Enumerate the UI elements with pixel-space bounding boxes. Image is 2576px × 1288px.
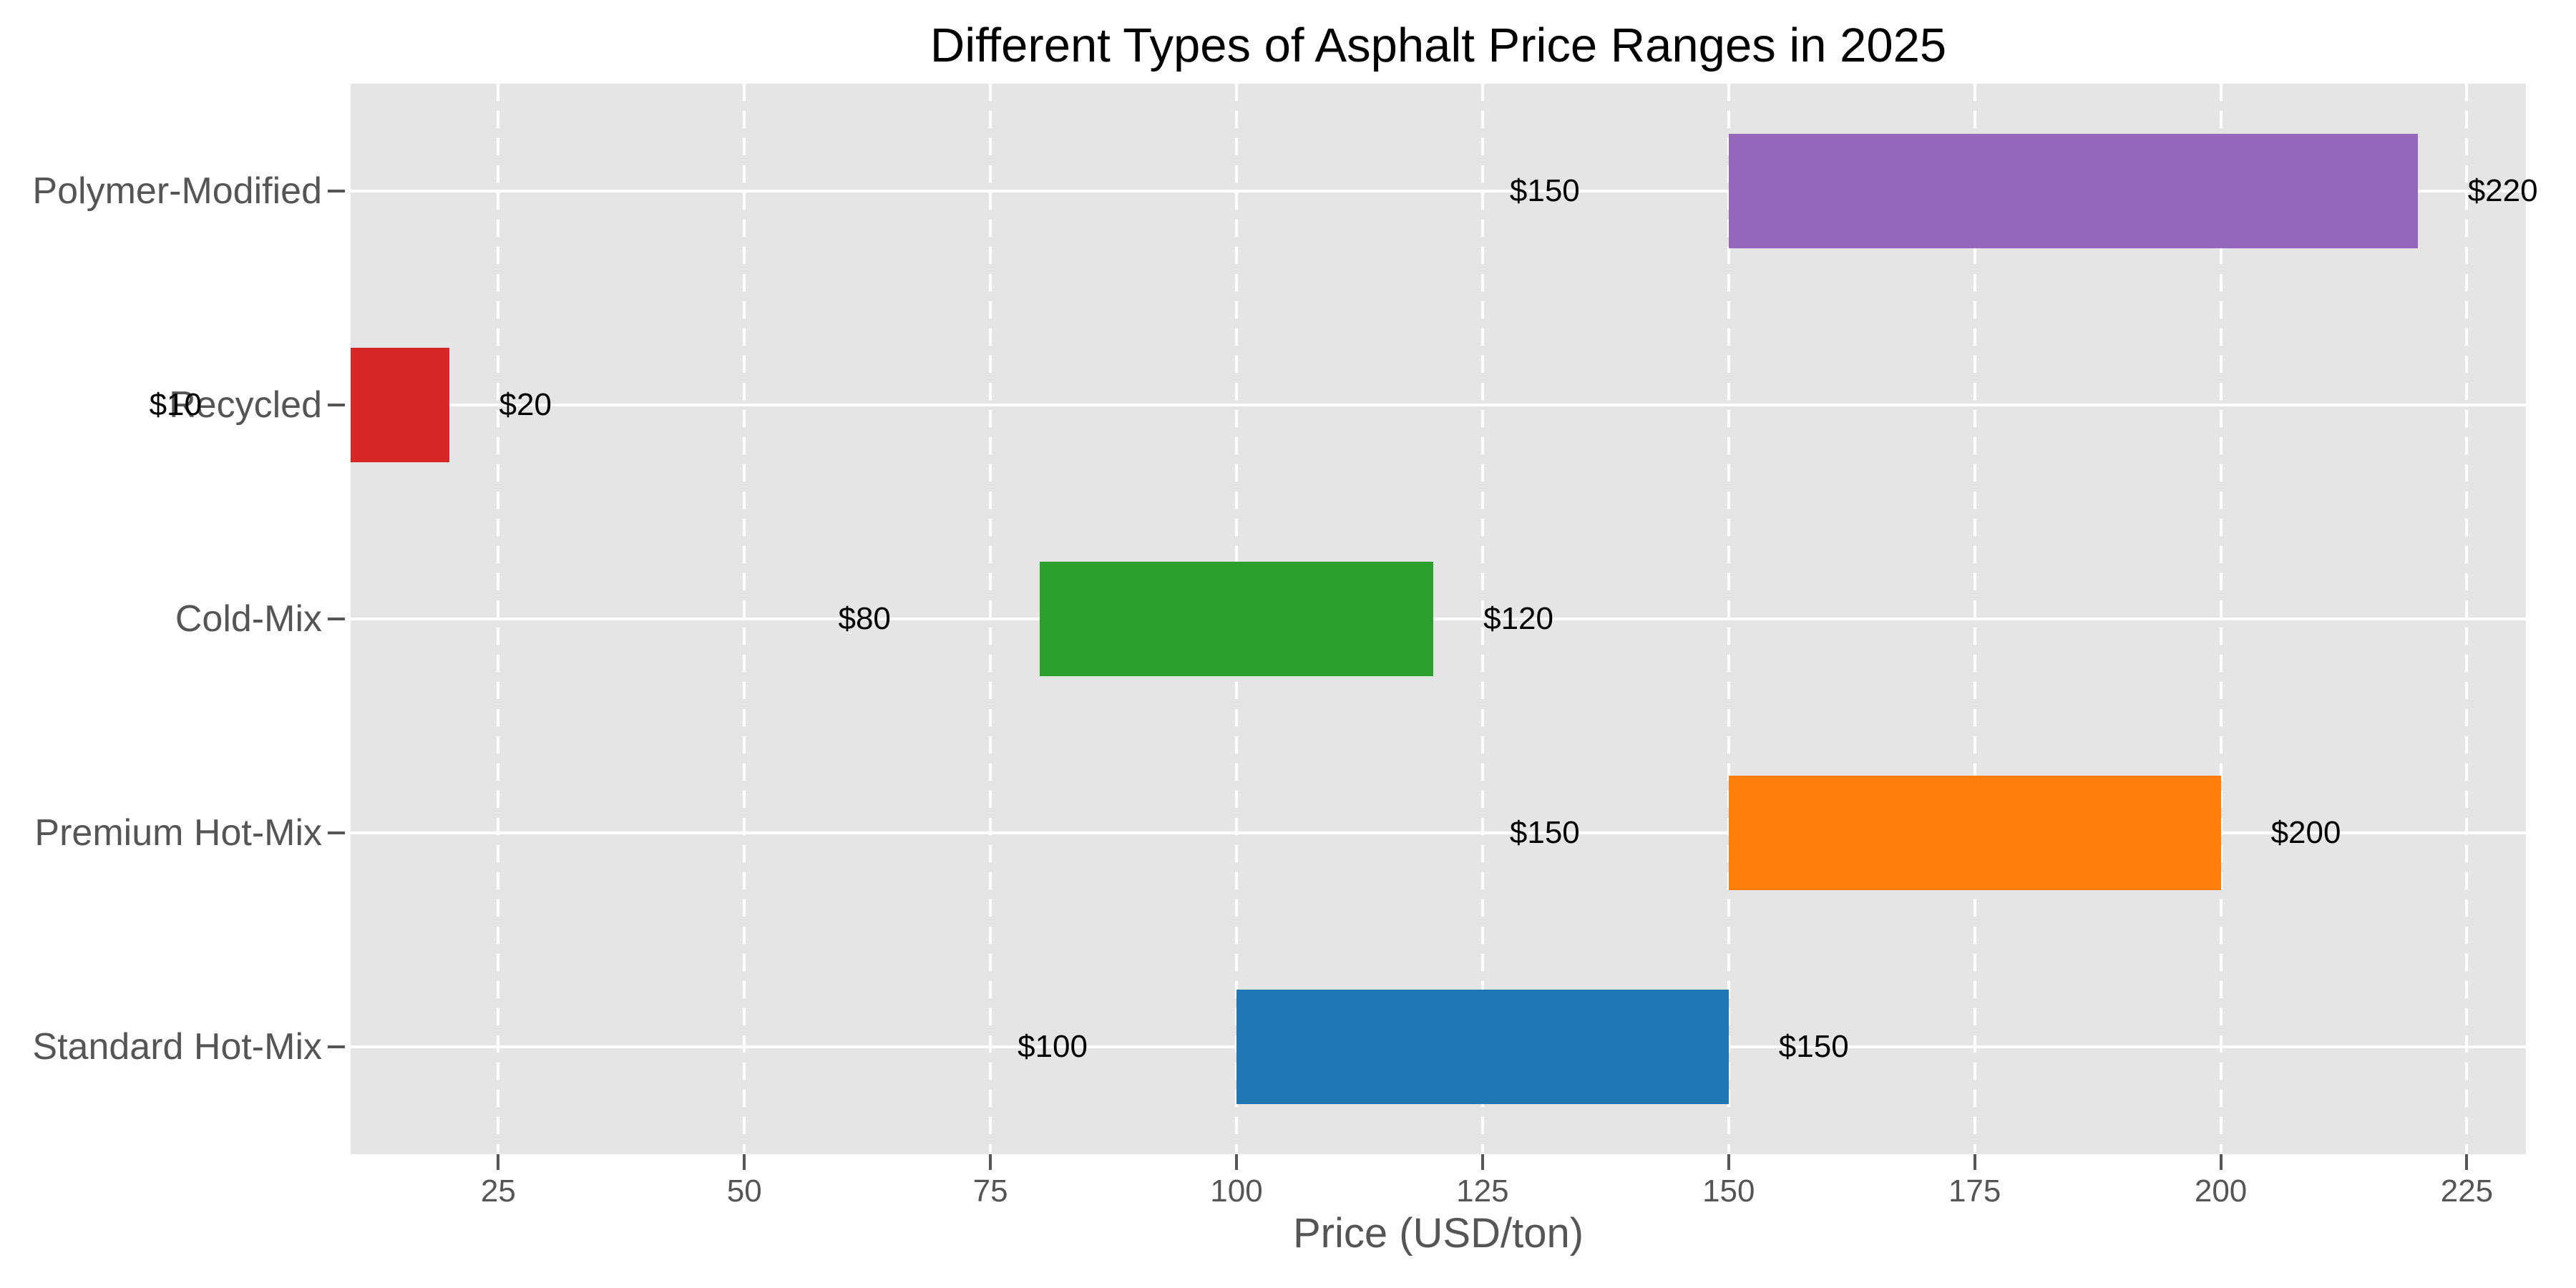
vertical-gridline-75 bbox=[989, 84, 992, 1154]
x-tick-75 bbox=[989, 1154, 992, 1170]
y-tick-cold-mix bbox=[328, 618, 345, 620]
x-tick-label-125: 125 bbox=[1456, 1174, 1509, 1209]
horizontal-gridline-cold-mix bbox=[351, 618, 2526, 620]
low-value-label-polymer-modified: $150 bbox=[1509, 172, 1580, 208]
bar-polymer-modified bbox=[1728, 133, 2418, 248]
category-label-recycled: Recycled bbox=[169, 384, 322, 426]
category-label-premium-hot-mix: Premium Hot-Mix bbox=[34, 812, 322, 854]
vertical-gridline-200 bbox=[2219, 84, 2223, 1154]
x-tick-225 bbox=[2465, 1154, 2469, 1170]
low-value-label-standard-hot-mix: $100 bbox=[1018, 1029, 1088, 1065]
category-label-standard-hot-mix: Standard Hot-Mix bbox=[32, 1026, 322, 1068]
bar-cold-mix bbox=[1039, 562, 1434, 676]
y-tick-recycled bbox=[328, 403, 345, 406]
bar-recycled bbox=[351, 347, 449, 462]
x-tick-label-50: 50 bbox=[726, 1174, 762, 1209]
x-tick-50 bbox=[743, 1154, 746, 1170]
high-value-label-premium-hot-mix: $200 bbox=[2270, 815, 2341, 851]
high-value-label-standard-hot-mix: $150 bbox=[1778, 1029, 1849, 1065]
high-value-label-polymer-modified: $220 bbox=[2467, 172, 2538, 208]
x-tick-125 bbox=[1480, 1154, 1484, 1170]
plot-area bbox=[351, 84, 2526, 1154]
x-tick-200 bbox=[2219, 1154, 2223, 1170]
x-tick-175 bbox=[1973, 1154, 1976, 1170]
x-tick-label-200: 200 bbox=[2194, 1174, 2248, 1209]
x-tick-100 bbox=[1235, 1154, 1238, 1170]
x-tick-25 bbox=[497, 1154, 500, 1170]
x-tick-label-25: 25 bbox=[480, 1174, 516, 1209]
vertical-gridline-225 bbox=[2465, 84, 2469, 1154]
bar-premium-hot-mix bbox=[1728, 776, 2221, 891]
low-value-label-cold-mix: $80 bbox=[838, 601, 891, 636]
vertical-gridline-175 bbox=[1973, 84, 1976, 1154]
vertical-gridline-50 bbox=[743, 84, 746, 1154]
y-tick-standard-hot-mix bbox=[328, 1045, 345, 1049]
x-tick-label-150: 150 bbox=[1702, 1174, 1755, 1209]
horizontal-gridline-polymer-modified bbox=[351, 189, 2526, 192]
x-tick-label-175: 175 bbox=[1948, 1174, 2001, 1209]
x-axis-title: Price (USD/ton) bbox=[1292, 1210, 1584, 1257]
low-value-label-premium-hot-mix: $150 bbox=[1509, 815, 1580, 851]
x-tick-label-100: 100 bbox=[1210, 1174, 1263, 1209]
chart-title: Different Types of Asphalt Price Ranges … bbox=[930, 19, 1947, 72]
y-tick-premium-hot-mix bbox=[328, 831, 345, 835]
category-label-polymer-modified: Polymer-Modified bbox=[32, 170, 322, 212]
y-tick-polymer-modified bbox=[328, 189, 345, 192]
vertical-gridline-125 bbox=[1480, 84, 1484, 1154]
vertical-gridline-150 bbox=[1727, 84, 1730, 1154]
vertical-gridline-25 bbox=[497, 84, 500, 1154]
horizontal-gridline-recycled bbox=[351, 403, 2526, 406]
x-tick-label-75: 75 bbox=[972, 1174, 1008, 1209]
low-value-label-recycled: $10 bbox=[149, 386, 202, 422]
high-value-label-cold-mix: $120 bbox=[1483, 601, 1553, 636]
high-value-label-recycled: $20 bbox=[499, 386, 552, 422]
horizontal-gridline-premium-hot-mix bbox=[351, 831, 2526, 835]
x-tick-150 bbox=[1727, 1154, 1730, 1170]
x-tick-label-225: 225 bbox=[2440, 1174, 2494, 1209]
bar-standard-hot-mix bbox=[1236, 990, 1729, 1105]
category-label-cold-mix: Cold-Mix bbox=[175, 598, 322, 640]
